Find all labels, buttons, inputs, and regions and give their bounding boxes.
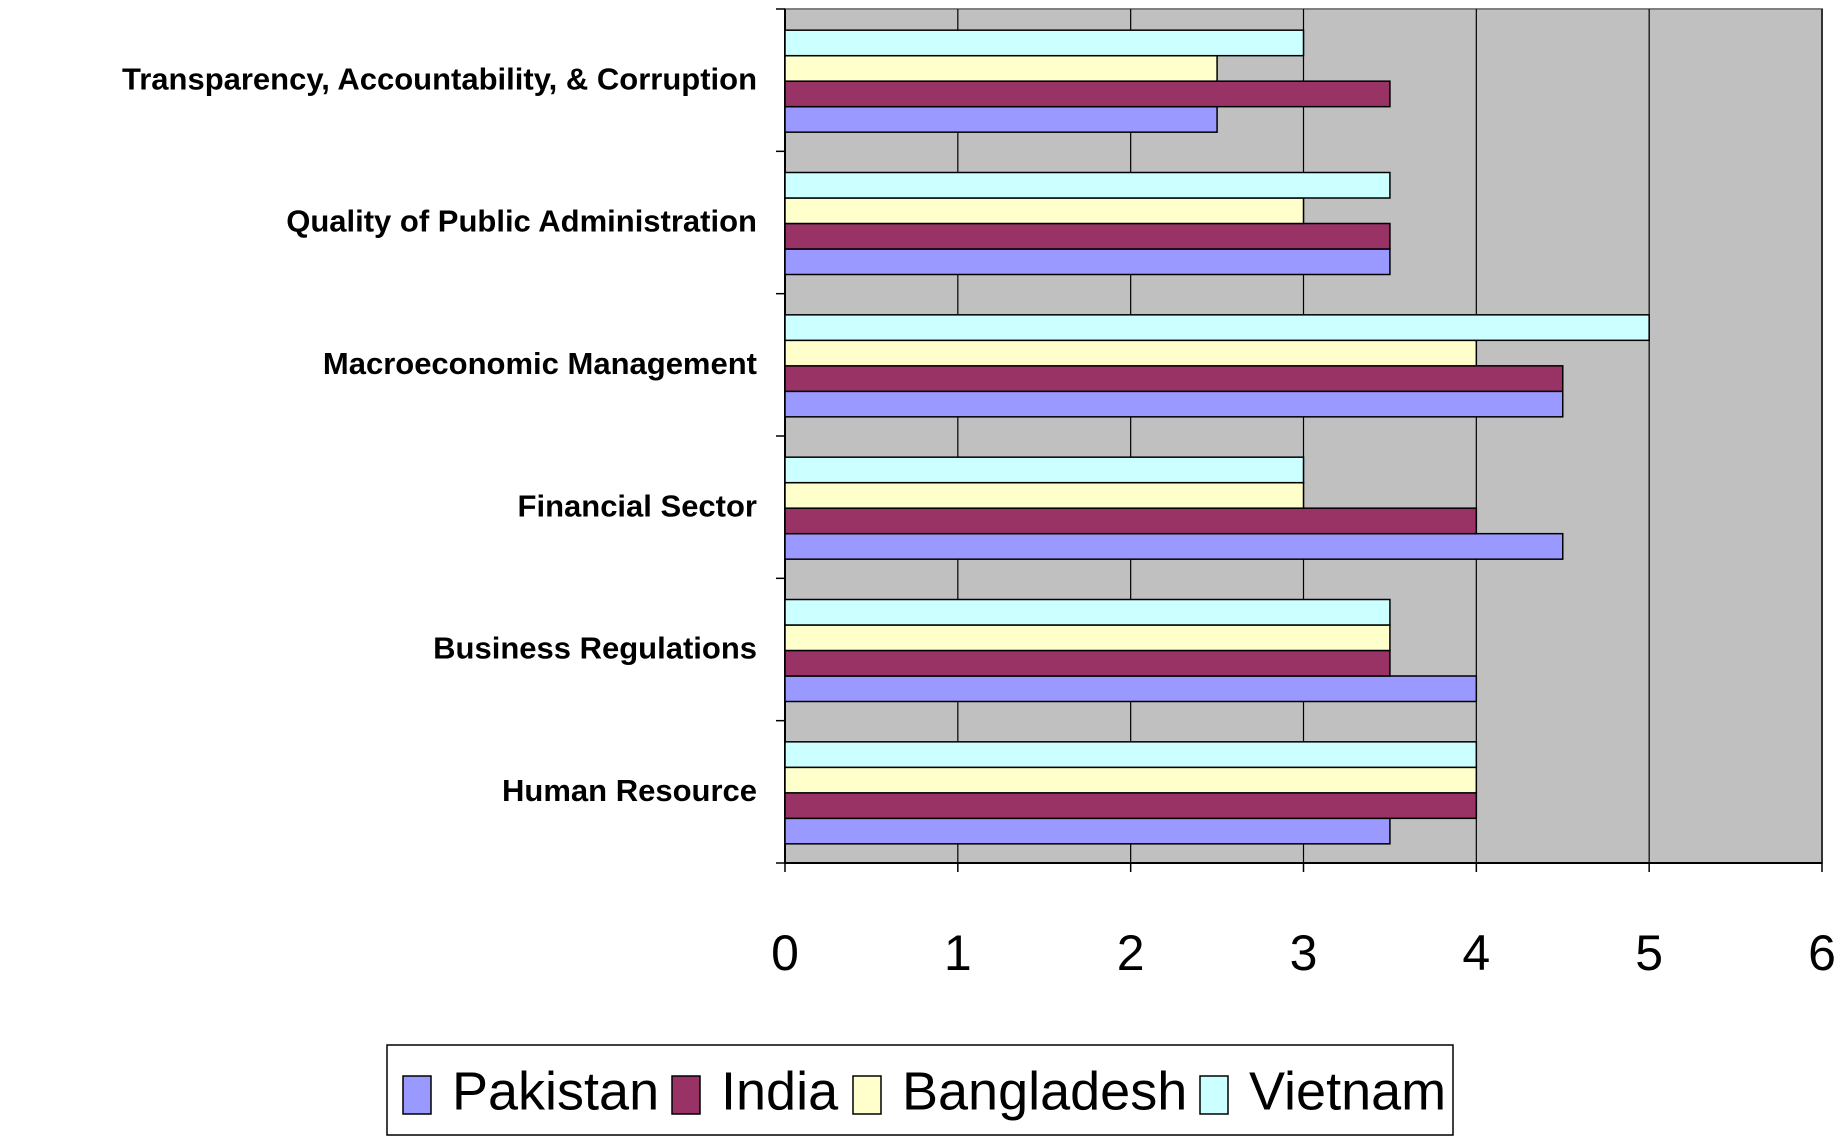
bar bbox=[784, 532, 1564, 560]
bar bbox=[784, 792, 1478, 820]
bar bbox=[784, 222, 1391, 250]
legend-box bbox=[386, 1044, 1454, 1136]
legend-swatch bbox=[1199, 1075, 1229, 1115]
bar bbox=[784, 105, 1218, 133]
bar bbox=[784, 766, 1478, 794]
bar bbox=[784, 507, 1478, 535]
y-tick-label: Quality of Public Administration bbox=[286, 204, 757, 239]
bar bbox=[784, 80, 1391, 108]
bar bbox=[784, 29, 1305, 57]
legend-swatch bbox=[671, 1075, 701, 1115]
legend-label: Vietnam bbox=[1249, 1061, 1446, 1121]
bar bbox=[784, 339, 1478, 367]
x-tick-label: 2 bbox=[1117, 925, 1145, 981]
bar bbox=[784, 314, 1650, 342]
x-tick-label: 1 bbox=[944, 925, 972, 981]
y-tick-label: Transparency, Accountability, & Corrupti… bbox=[122, 61, 757, 96]
bar bbox=[784, 675, 1478, 703]
bar bbox=[784, 54, 1218, 82]
bar bbox=[784, 817, 1391, 845]
legend-swatch bbox=[852, 1075, 882, 1115]
y-tick-label: Financial Sector bbox=[518, 488, 757, 523]
x-tick-label: 3 bbox=[1290, 925, 1318, 981]
bar bbox=[784, 649, 1391, 677]
x-tick-label: 4 bbox=[1462, 925, 1490, 981]
bar bbox=[784, 197, 1305, 225]
bar bbox=[784, 598, 1391, 626]
legend-label: Bangladesh bbox=[902, 1061, 1187, 1121]
bar bbox=[784, 171, 1391, 199]
y-tick-label: Macroeconomic Management bbox=[323, 346, 757, 381]
bar bbox=[784, 481, 1305, 509]
y-tick-label: Business Regulations bbox=[433, 631, 757, 666]
bar bbox=[784, 248, 1391, 276]
bar bbox=[784, 365, 1564, 393]
legend-swatch bbox=[402, 1075, 432, 1115]
legend-label: India bbox=[721, 1061, 839, 1121]
y-tick-label: Human Resource bbox=[502, 773, 757, 808]
legend-label: Pakistan bbox=[452, 1061, 659, 1121]
bar bbox=[784, 741, 1478, 769]
bar bbox=[784, 456, 1305, 484]
x-tick-label: 5 bbox=[1635, 925, 1663, 981]
bar bbox=[784, 624, 1391, 652]
x-tick-label: 0 bbox=[771, 925, 799, 981]
bar bbox=[784, 390, 1564, 418]
x-tick-label: 6 bbox=[1808, 925, 1836, 981]
